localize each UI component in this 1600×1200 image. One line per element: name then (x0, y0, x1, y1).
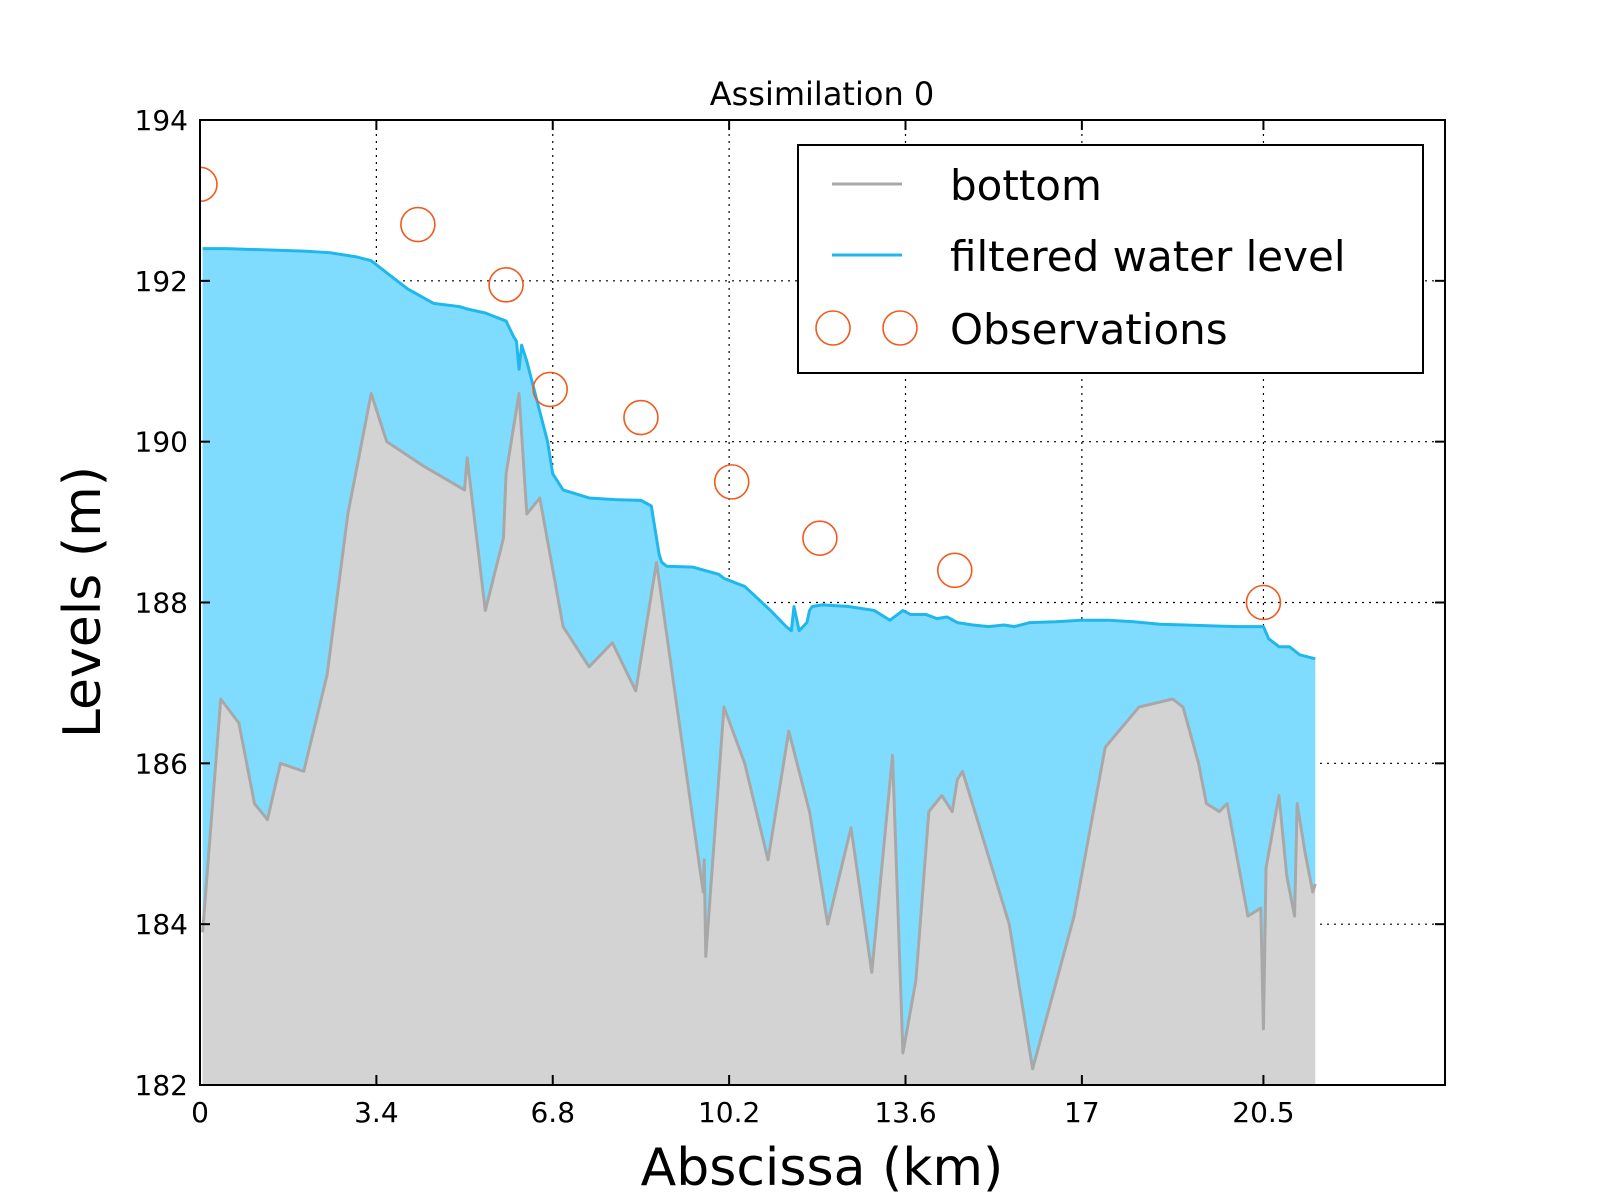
plot-area (201, 247, 1317, 1085)
x-axis-label: Abscissa (km) (641, 1138, 1004, 1198)
legend-observations-label: Observations (950, 305, 1228, 354)
water-level-line (202, 247, 1316, 661)
axis-ticks: 0 3.4 6.8 10.2 13.6 17 20.5 182 184 186 188 190 192 1… (135, 104, 1445, 1129)
x-tick-label: 20.5 (1232, 1096, 1294, 1129)
x-tick-label: 6.8 (530, 1096, 575, 1129)
legend-box (797, 144, 1424, 374)
y-axis-label: Levels (m) (53, 466, 113, 738)
y-tick-label: 194 (135, 104, 188, 137)
observation-point (488, 267, 524, 303)
observation-point (1245, 584, 1282, 621)
observation-point (532, 371, 568, 408)
observation-point (200, 166, 218, 203)
x-tick-label: 17 (1064, 1096, 1100, 1129)
x-tick-label: 13.6 (874, 1096, 936, 1129)
bottom-fill-area (202, 393, 1316, 1085)
y-tick-label: 188 (135, 587, 188, 620)
chart-title: Assimilation 0 (710, 75, 935, 113)
legend-water-label: filtered water level (950, 232, 1346, 281)
legend: bottom filtered water level Observations (797, 144, 1424, 374)
observation-point (802, 520, 838, 556)
observation-point (400, 206, 436, 243)
y-tick-label: 186 (135, 747, 188, 780)
legend-observation-marker (815, 310, 851, 346)
observation-point (936, 552, 973, 589)
x-tick-label: 0 (191, 1096, 209, 1129)
y-tick-label: 184 (135, 908, 188, 941)
legend-observation-marker (882, 310, 918, 346)
observation-markers (200, 166, 1282, 621)
x-tick-label: 10.2 (698, 1096, 760, 1129)
observation-point (623, 399, 659, 436)
y-tick-label: 182 (135, 1069, 188, 1102)
x-tick-label: 3.4 (354, 1096, 399, 1129)
y-tick-label: 190 (135, 426, 188, 459)
legend-bottom-label: bottom (950, 161, 1102, 210)
water-fill-area (202, 248, 1316, 1069)
bottom-line (201, 391, 1317, 1071)
y-tick-label: 192 (135, 265, 188, 298)
observation-point (713, 464, 750, 500)
